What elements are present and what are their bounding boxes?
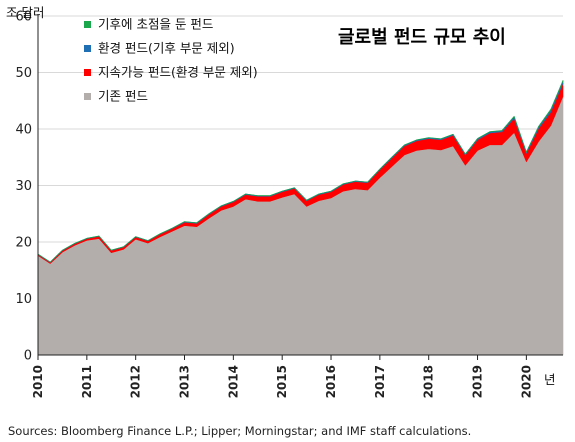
x-tick-label: 2011 xyxy=(80,365,94,398)
x-tick-label: 2020 xyxy=(519,365,533,398)
x-tick-label: 2012 xyxy=(129,365,143,398)
chart-areas xyxy=(37,79,564,356)
y-tick-label: 10 xyxy=(15,292,32,307)
x-tick-label: 2016 xyxy=(324,365,338,398)
legend-label: 환경 펀드(기후 부문 제외) xyxy=(98,41,235,56)
x-tick-label: 2013 xyxy=(178,365,192,398)
x-tick-label: 2015 xyxy=(275,365,289,398)
legend-swatch xyxy=(84,69,91,76)
legend-swatch xyxy=(84,21,91,28)
x-tick-label: 2017 xyxy=(373,365,387,398)
y-tick-label: 50 xyxy=(15,66,32,81)
x-tick-label: 2019 xyxy=(471,365,485,398)
source-note: Sources: Bloomberg Finance L.P.; Lipper;… xyxy=(8,424,472,438)
legend-label: 기존 펀드 xyxy=(98,89,148,104)
axes xyxy=(37,14,563,356)
legend-label: 기후에 초점을 둔 펀드 xyxy=(98,17,213,32)
y-tick-label: 20 xyxy=(15,236,32,251)
x-tick-label: 2010 xyxy=(31,365,45,398)
y-tick-label: 0 xyxy=(24,349,32,364)
x-tick-label: 2018 xyxy=(422,365,436,398)
x-tick-labels: 2010 2011 2012 2013 2014 2015 2016 2017 2018 2019… xyxy=(31,355,533,398)
legend-swatch xyxy=(84,45,91,52)
y-tick-label: 40 xyxy=(15,123,32,138)
x-tick-label: 2014 xyxy=(226,365,240,398)
area-series-4 xyxy=(37,79,564,263)
legend-swatch xyxy=(84,93,91,100)
x-axis-unit: 년 xyxy=(544,372,556,387)
y-axis-unit: 조 달러 xyxy=(6,5,44,20)
y-tick-labels: 0 10 20 30 40 50 60 xyxy=(15,10,32,364)
y-tick-label: 60 xyxy=(15,10,32,25)
chart-title: 글로벌 펀드 규모 추이 xyxy=(338,27,506,48)
y-tick-label: 30 xyxy=(15,179,32,194)
legend-label: 지속가능 펀드(환경 부문 제외) xyxy=(98,65,258,80)
